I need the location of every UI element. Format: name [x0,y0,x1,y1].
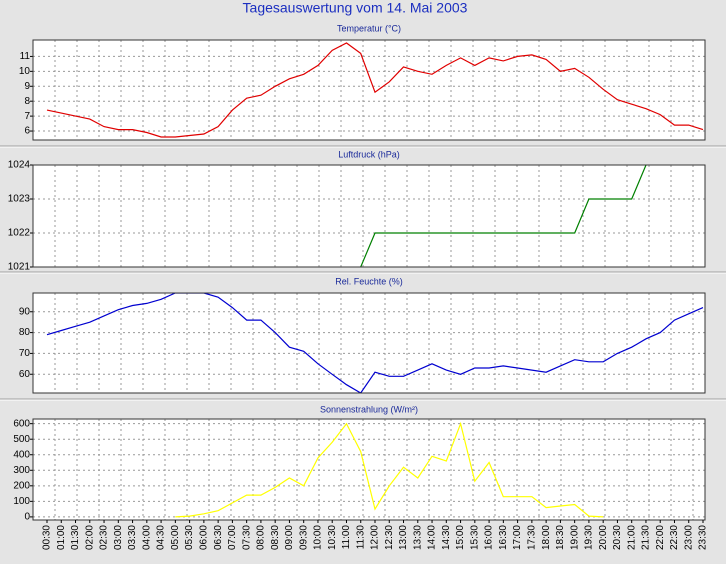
x-tick-label: 02:30 [99,525,110,550]
x-tick-label: 05:00 [170,525,181,550]
x-tick-label: 09:00 [284,525,295,550]
x-tick-label: 11:00 [341,525,352,550]
y-tick-label: 10 [19,66,31,77]
y-tick-label: 70 [19,348,31,359]
x-tick-label: 03:00 [113,525,124,550]
y-tick-label: 80 [19,327,31,338]
data-line [46,42,704,138]
x-tick-label: 06:00 [199,525,210,550]
x-tick-label: 16:00 [484,525,495,550]
x-tick-label: 14:30 [441,525,452,550]
panel-title: Rel. Feuchte (%) [335,276,403,286]
y-tick-label: 0 [24,512,30,523]
y-tick-label: 9 [24,81,30,92]
x-tick-label: 16:30 [498,525,509,550]
x-tick-label: 04:30 [156,525,167,550]
x-tick-label: 17:00 [512,525,523,550]
y-tick-label: 300 [13,465,30,476]
panel-title: Luftdruck (hPa) [338,149,400,159]
x-tick-label: 13:00 [398,525,409,550]
x-tick-label: 23:30 [698,525,709,550]
y-tick-label: 11 [20,51,31,62]
x-tick-label: 00:30 [42,525,53,550]
x-tick-label: 12:00 [370,525,381,550]
y-tick-label: 60 [19,369,31,380]
y-tick-label: 6 [24,126,30,137]
y-tick-label: 1023 [8,194,31,205]
y-tick-label: 400 [13,449,30,460]
x-tick-label: 15:30 [469,525,480,550]
x-tick-label: 20:30 [612,525,623,550]
x-tick-label: 06:30 [213,525,224,550]
panel-title: Sonnenstrahlung (W/m²) [320,404,418,414]
x-tick-label: 10:00 [313,525,324,550]
x-tick-label: 05:30 [184,525,195,550]
x-tick-label: 02:00 [84,525,95,550]
plot-border [32,164,706,268]
data-line [360,165,647,267]
x-tick-label: 01:30 [70,525,81,550]
x-tick-label: 09:30 [298,525,309,550]
plot-border [32,292,706,394]
x-tick-label: 15:00 [455,525,466,550]
plot-border [32,39,706,141]
x-tick-label: 18:30 [555,525,566,550]
x-tick-label: 10:30 [327,525,338,550]
y-tick-label: 500 [13,434,30,445]
x-tick-label: 19:00 [569,525,580,550]
y-tick-label: 600 [13,418,30,429]
x-tick-label: 12:30 [384,525,395,550]
x-tick-label: 17:30 [527,525,538,550]
data-line [175,421,604,518]
panel-title: Temperatur (°C) [337,23,401,33]
x-tick-label: 08:30 [270,525,281,550]
x-tick-label: 08:00 [256,525,267,550]
x-tick-label: 23:00 [683,525,694,550]
y-tick-label: 1022 [8,228,31,239]
y-tick-label: 8 [24,96,30,107]
x-tick-label: 21:30 [641,525,652,550]
x-tick-label: 03:30 [127,525,138,550]
y-tick-label: 90 [19,306,31,317]
y-tick-label: 100 [13,496,30,507]
y-tick-label: 200 [13,480,30,491]
x-tick-label: 01:00 [56,525,67,550]
x-tick-label: 07:30 [241,525,252,550]
x-tick-label: 21:00 [626,525,637,550]
page-title: Tagesauswertung vom 14. Mai 2003 [243,0,468,16]
x-tick-label: 20:00 [598,525,609,550]
x-tick-label: 13:30 [412,525,423,550]
x-tick-label: 04:00 [141,525,152,550]
x-tick-label: 19:30 [584,525,595,550]
x-tick-label: 14:00 [427,525,438,550]
x-tick-label: 07:00 [227,525,238,550]
y-tick-label: 1024 [8,160,31,171]
plot-area [33,419,705,520]
plot-area [33,293,705,393]
x-tick-label: 22:00 [655,525,666,550]
data-line [46,293,704,393]
y-tick-label: 1021 [8,262,31,273]
plot-border [32,418,706,521]
x-tick-label: 18:00 [541,525,552,550]
x-tick-label: 11:30 [355,525,366,550]
x-tick-label: 22:30 [669,525,680,550]
y-tick-label: 7 [24,111,30,122]
plot-area [33,165,705,267]
